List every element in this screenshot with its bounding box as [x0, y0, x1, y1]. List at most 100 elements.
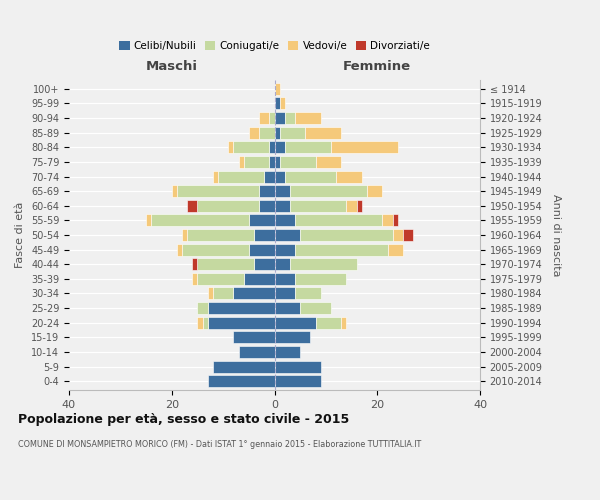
Bar: [275, 200, 290, 212]
Bar: [249, 126, 259, 138]
Bar: [275, 375, 321, 387]
Bar: [259, 126, 275, 138]
Bar: [275, 126, 280, 138]
Bar: [177, 185, 259, 197]
Bar: [285, 112, 295, 124]
Text: Femmine: Femmine: [343, 60, 412, 74]
Bar: [275, 346, 300, 358]
Bar: [197, 200, 259, 212]
Bar: [356, 200, 362, 212]
Bar: [197, 258, 254, 270]
Bar: [208, 302, 275, 314]
Bar: [275, 332, 310, 344]
Bar: [305, 126, 341, 138]
Bar: [228, 142, 233, 154]
Bar: [275, 214, 295, 226]
Bar: [187, 229, 254, 241]
Bar: [341, 316, 346, 328]
Bar: [290, 258, 357, 270]
Bar: [249, 244, 275, 256]
Bar: [275, 185, 290, 197]
Bar: [382, 214, 392, 226]
Bar: [275, 316, 316, 328]
Text: Popolazione per età, sesso e stato civile - 2015: Popolazione per età, sesso e stato civil…: [18, 412, 349, 426]
Bar: [264, 170, 275, 182]
Bar: [197, 302, 208, 314]
Text: Maschi: Maschi: [146, 60, 198, 74]
Bar: [285, 142, 331, 154]
Bar: [280, 98, 285, 110]
Bar: [275, 360, 321, 372]
Bar: [316, 316, 341, 328]
Bar: [275, 273, 295, 285]
Bar: [275, 170, 285, 182]
Bar: [213, 170, 218, 182]
Bar: [275, 98, 280, 110]
Bar: [239, 156, 244, 168]
Bar: [392, 229, 403, 241]
Bar: [208, 316, 275, 328]
Bar: [182, 229, 187, 241]
Y-axis label: Fasce di età: Fasce di età: [16, 202, 25, 268]
Bar: [331, 142, 398, 154]
Bar: [244, 156, 269, 168]
Bar: [208, 288, 213, 300]
Bar: [295, 214, 382, 226]
Bar: [249, 214, 275, 226]
Bar: [316, 156, 341, 168]
Bar: [254, 229, 275, 241]
Bar: [269, 112, 275, 124]
Bar: [275, 83, 280, 95]
Bar: [392, 214, 398, 226]
Bar: [336, 170, 362, 182]
Bar: [244, 273, 275, 285]
Bar: [259, 200, 275, 212]
Bar: [259, 185, 275, 197]
Bar: [269, 142, 275, 154]
Bar: [259, 112, 269, 124]
Bar: [239, 346, 275, 358]
Bar: [275, 258, 290, 270]
Bar: [254, 258, 275, 270]
Bar: [290, 200, 346, 212]
Bar: [280, 156, 316, 168]
Bar: [275, 156, 280, 168]
Bar: [208, 375, 275, 387]
Bar: [172, 185, 177, 197]
Bar: [300, 302, 331, 314]
Bar: [197, 316, 203, 328]
Bar: [295, 273, 346, 285]
Bar: [269, 156, 275, 168]
Bar: [197, 273, 244, 285]
Bar: [275, 142, 285, 154]
Bar: [213, 360, 275, 372]
Bar: [233, 142, 269, 154]
Bar: [275, 112, 285, 124]
Legend: Celibi/Nubili, Coniugati/e, Vedovi/e, Divorziati/e: Celibi/Nubili, Coniugati/e, Vedovi/e, Di…: [115, 37, 434, 56]
Text: COMUNE DI MONSAMPIETRO MORICO (FM) - Dati ISTAT 1° gennaio 2015 - Elaborazione T: COMUNE DI MONSAMPIETRO MORICO (FM) - Dat…: [18, 440, 421, 449]
Bar: [187, 200, 197, 212]
Bar: [367, 185, 382, 197]
Bar: [295, 288, 321, 300]
Bar: [146, 214, 151, 226]
Bar: [275, 229, 300, 241]
Bar: [233, 288, 275, 300]
Bar: [213, 288, 233, 300]
Bar: [300, 229, 392, 241]
Bar: [275, 244, 295, 256]
Bar: [193, 273, 197, 285]
Bar: [295, 112, 321, 124]
Bar: [275, 288, 295, 300]
Bar: [290, 185, 367, 197]
Bar: [151, 214, 249, 226]
Bar: [388, 244, 403, 256]
Bar: [280, 126, 305, 138]
Bar: [177, 244, 182, 256]
Bar: [203, 316, 208, 328]
Bar: [182, 244, 249, 256]
Bar: [295, 244, 388, 256]
Bar: [233, 332, 275, 344]
Bar: [218, 170, 264, 182]
Bar: [193, 258, 197, 270]
Bar: [275, 302, 300, 314]
